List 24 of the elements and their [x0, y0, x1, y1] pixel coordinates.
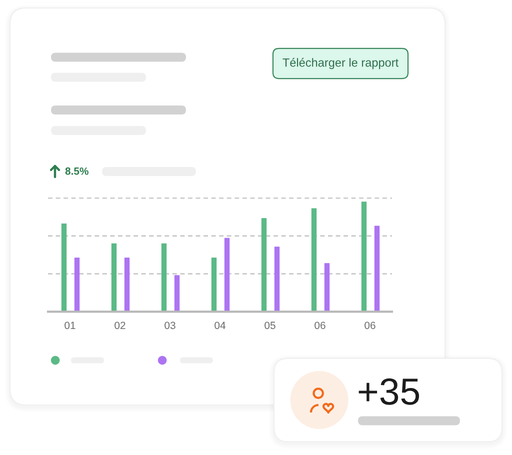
bar	[174, 275, 180, 312]
x-tick-label: 05	[264, 322, 276, 330]
bar	[311, 208, 317, 312]
text: 8.5%	[65, 167, 88, 175]
x-tick-label: 01	[64, 322, 76, 330]
bar	[274, 246, 280, 312]
bar	[161, 243, 167, 312]
bar	[374, 226, 380, 312]
x-tick-label: 04	[214, 322, 226, 330]
x-tick-label: 06	[364, 322, 376, 330]
bar	[111, 243, 117, 312]
text: +35	[358, 378, 420, 405]
text: Télécharger le rapport	[282, 58, 398, 70]
x-tick-label: 03	[164, 322, 176, 330]
bar	[224, 238, 230, 312]
bar	[124, 258, 130, 312]
bar	[74, 258, 80, 312]
x-tick-label: 02	[114, 322, 126, 330]
bar	[361, 202, 367, 312]
bar	[211, 258, 217, 312]
bar	[261, 218, 267, 312]
bar	[61, 224, 67, 312]
bar	[324, 263, 330, 312]
x-tick-label: 06	[314, 322, 326, 330]
